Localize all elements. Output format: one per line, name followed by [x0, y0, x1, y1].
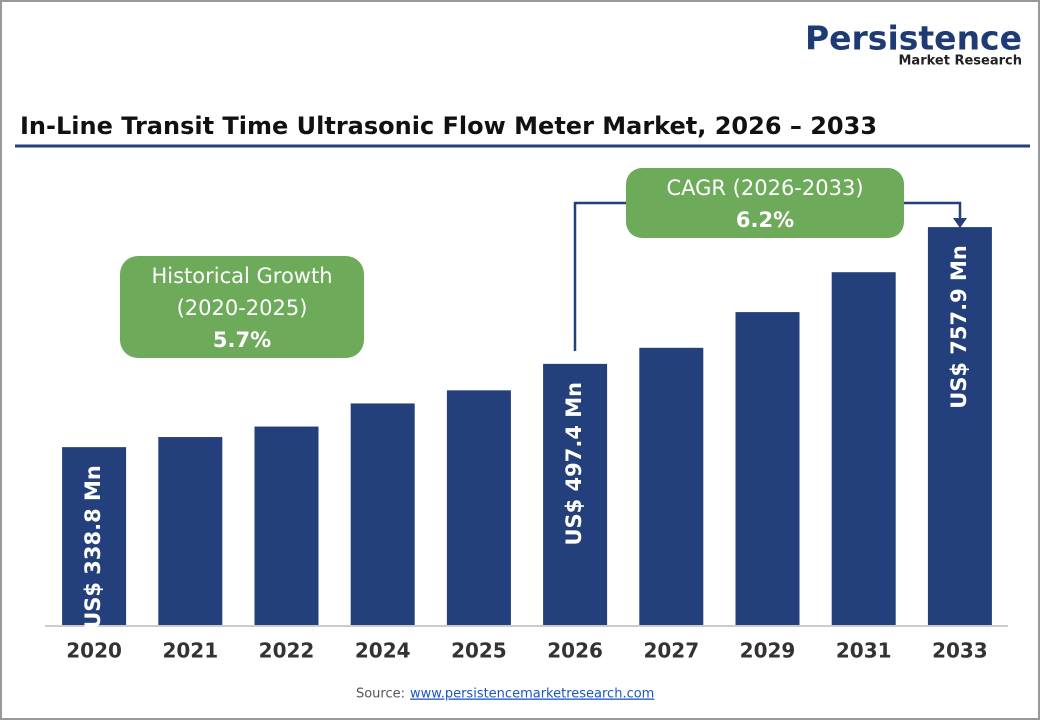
connector	[573, 201, 962, 351]
annotation-text: 5.7%	[213, 328, 271, 352]
x-tick-label: 2021	[162, 639, 218, 663]
x-tick-label: 2026	[547, 639, 603, 663]
arrow-head	[953, 218, 967, 228]
bar	[62, 447, 127, 625]
x-tick-label: 2025	[451, 639, 507, 663]
bar	[158, 437, 223, 625]
chart-title: In-Line Transit Time Ultrasonic Flow Met…	[20, 112, 877, 140]
bar	[639, 347, 704, 625]
annotation-box	[120, 256, 364, 358]
x-tick-label: 2024	[355, 639, 411, 663]
value-label: US$ 338.8 Mn	[81, 465, 105, 629]
annotation-text: (2020-2025)	[177, 296, 308, 320]
connector-line	[573, 201, 626, 351]
value-label: US$ 757.9 Mn	[947, 245, 971, 409]
x-tick-label: 2031	[836, 639, 892, 663]
bar	[446, 390, 511, 625]
connector-line	[904, 201, 962, 220]
source-label: Source:	[356, 687, 405, 702]
x-tick-label: 2029	[740, 639, 796, 663]
x-tick-label: 2027	[643, 639, 699, 663]
annotation-box	[626, 168, 904, 238]
bar	[543, 363, 608, 625]
value-label: US$ 497.4 Mn	[562, 382, 586, 546]
annotation-text: Historical Growth	[151, 264, 332, 288]
annotation-text: 6.2%	[736, 208, 794, 232]
bar	[350, 403, 415, 625]
logo-sub: Market Research	[899, 54, 1023, 69]
bar	[735, 312, 800, 625]
annotation-text: CAGR (2026-2033)	[666, 176, 863, 200]
x-tick-label: 2020	[66, 639, 122, 663]
x-tick-label: 2022	[259, 639, 315, 663]
bar	[831, 272, 896, 625]
x-tick-label: 2033	[932, 639, 988, 663]
source-link[interactable]: www.persistencemarketresearch.com	[410, 687, 654, 702]
bar	[254, 426, 319, 625]
logo-name: Persistence	[805, 19, 1022, 58]
bar	[927, 227, 992, 626]
